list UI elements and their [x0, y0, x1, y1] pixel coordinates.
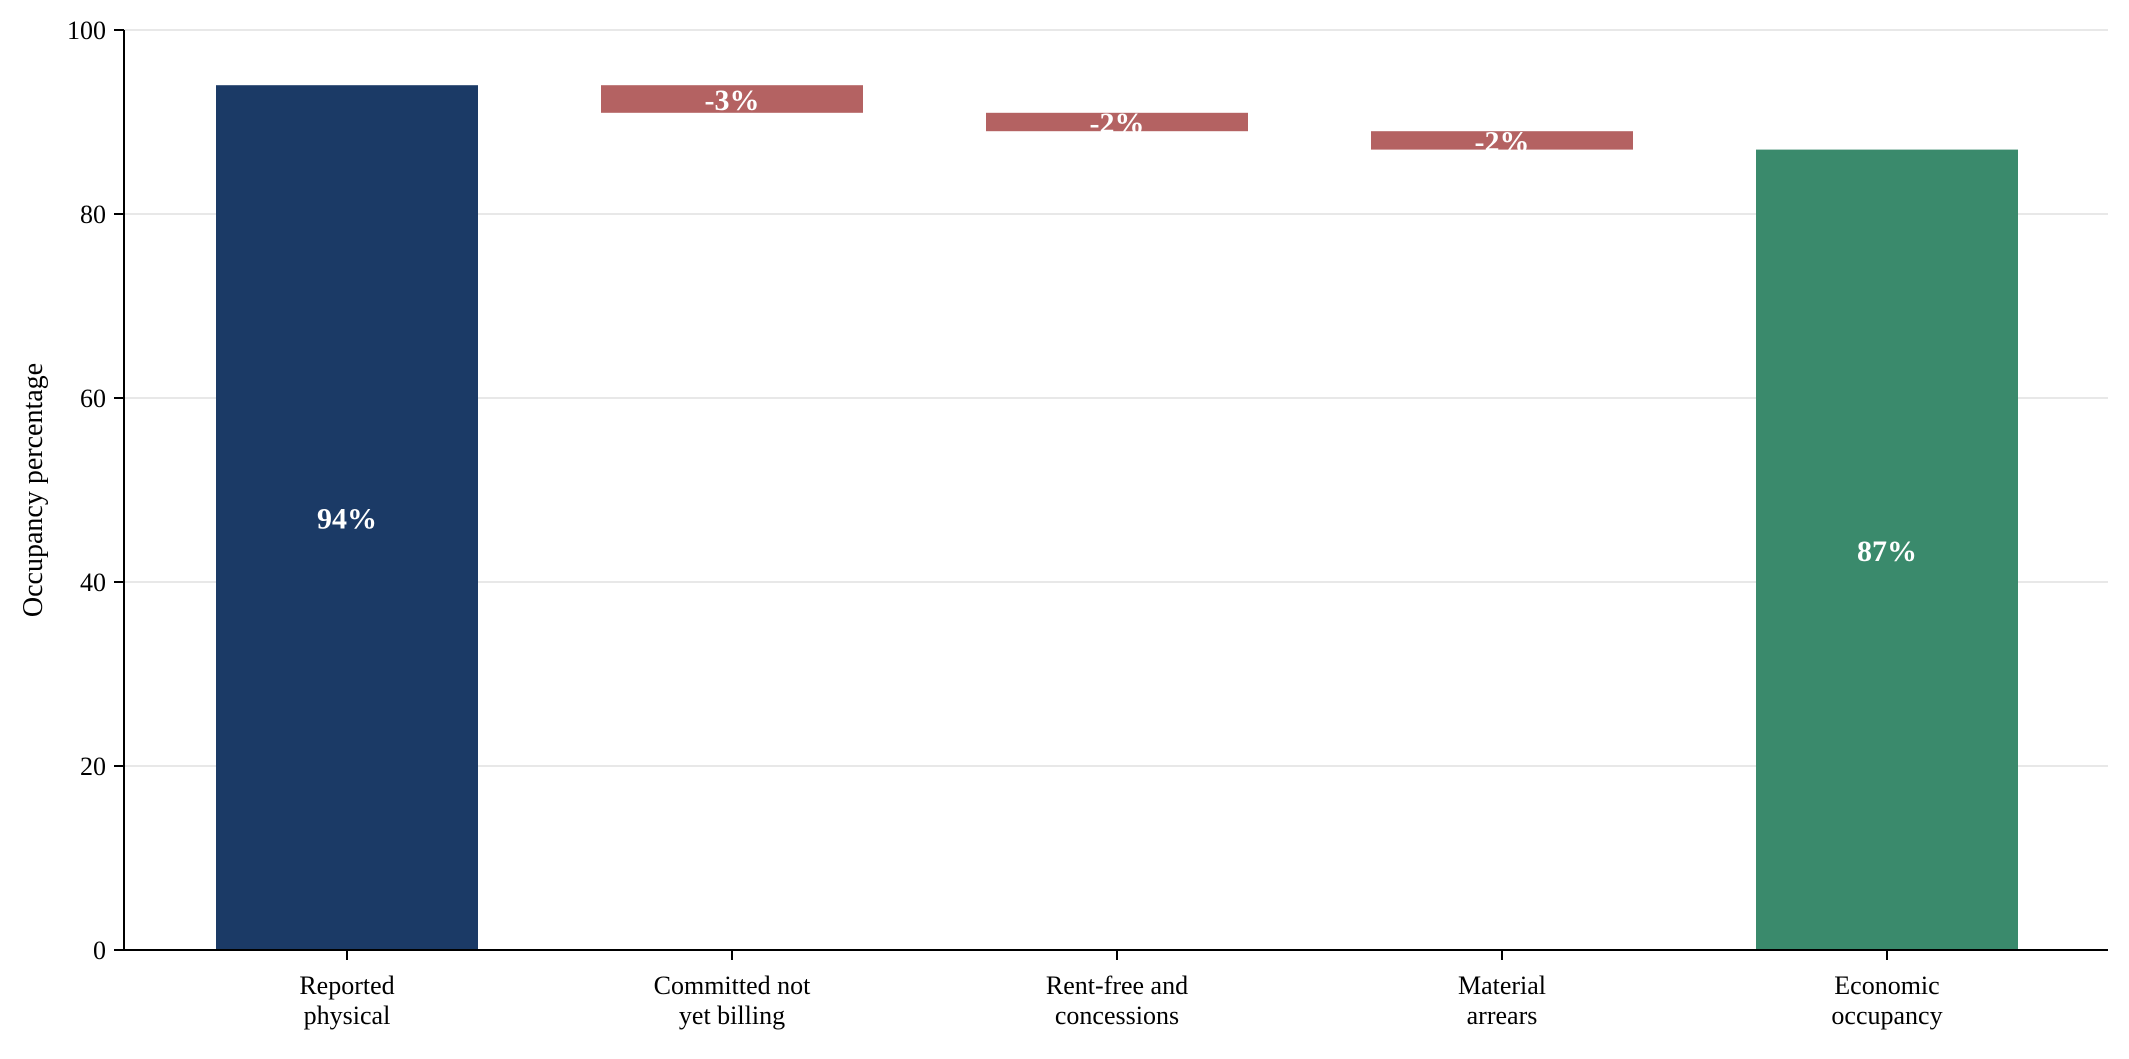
y-tick-label-80: 80: [80, 200, 106, 229]
bar-label-4: 87%: [1857, 535, 1917, 568]
x-category-label-2: Rent-free and concessions: [1046, 971, 1188, 1030]
x-category-label-2-line-0: Rent-free and: [1046, 971, 1188, 1000]
x-category-label-3: Material arrears: [1458, 971, 1546, 1030]
y-tick-label-100: 100: [67, 16, 106, 45]
bar-label-0: 94%: [317, 503, 377, 536]
x-category-label-2-line-1: concessions: [1055, 1001, 1179, 1030]
x-category-label-4: Economic occupancy: [1831, 971, 1942, 1030]
x-category-label-0-line-1: physical: [304, 1001, 391, 1030]
x-category-label-3-line-1: arrears: [1467, 1001, 1538, 1030]
y-tick-label-20: 20: [80, 752, 106, 781]
x-category-label-0: Reported physical: [299, 971, 394, 1030]
x-category-label-1: Committed not yet billing: [654, 971, 812, 1030]
bar-1-decrease: [601, 85, 863, 113]
x-category-label-4-line-1: occupancy: [1831, 1001, 1942, 1030]
bar-0-total: [216, 85, 478, 950]
axis-layer: 0 20 40 60 80 100 Reported physical Committed no…: [67, 16, 2108, 1030]
y-tick-label-60: 60: [80, 384, 106, 413]
bar-label-1: -3%: [705, 84, 760, 117]
x-category-label-3-line-0: Material: [1458, 971, 1546, 1000]
y-tick-label-40: 40: [80, 568, 106, 597]
bar-3-decrease: [1371, 131, 1633, 150]
y-tick-label-0: 0: [93, 936, 106, 965]
y-axis-title: Occupancy percentage: [18, 363, 49, 617]
bar-label-3: -2%: [1475, 125, 1530, 158]
x-category-label-0-line-0: Reported: [299, 971, 394, 1000]
bar-label-2: -2%: [1090, 107, 1145, 140]
bar-2-decrease: [986, 112, 1248, 132]
x-category-label-4-line-0: Economic: [1834, 971, 1939, 1000]
x-category-label-1-line-0: Committed not: [654, 971, 812, 1000]
bar-layer: 94% -3% -2% -2% 87%: [216, 84, 2018, 951]
bar-4-total: [1756, 149, 2018, 951]
x-category-label-1-line-1: yet billing: [679, 1001, 785, 1030]
